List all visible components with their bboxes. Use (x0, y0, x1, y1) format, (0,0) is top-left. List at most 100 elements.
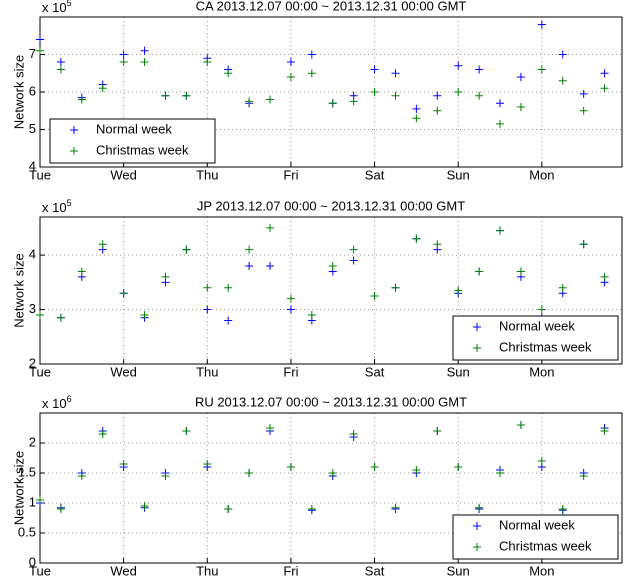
legend-label: Normal week (499, 517, 575, 532)
data-point (600, 69, 609, 78)
data-point (600, 272, 609, 281)
x-tick-label: Thu (196, 167, 218, 182)
data-point (516, 73, 525, 81)
x-tick-label: Mon (529, 563, 554, 578)
data-point (286, 294, 295, 303)
data-point (370, 65, 379, 74)
chart-title: CA 2013.12.07 00:00 ~ 2013.12.31 00:00 G… (196, 0, 467, 13)
panel: CA 2013.12.07 00:00 ~ 2013.12.31 00:00 G… (11, 0, 623, 182)
x-tick-label: Tue (29, 364, 51, 379)
x-tick-label: Sun (447, 167, 470, 182)
data-point (537, 305, 546, 314)
data-point (349, 256, 358, 265)
plot-frame (39, 216, 623, 365)
data-point (579, 240, 588, 249)
data-point (349, 430, 358, 438)
data-point (77, 267, 86, 276)
data-point (56, 58, 65, 66)
y-tick-label: 5 (29, 121, 36, 136)
chart-title: JP 2013.12.07 00:00 ~ 2013.12.31 00:00 G… (197, 198, 465, 213)
y-axis-label: Network size (11, 55, 26, 129)
data-point (328, 469, 337, 477)
y-multiplier: x 106 (42, 394, 72, 411)
data-point (286, 73, 295, 81)
data-point (203, 58, 212, 66)
data-point (496, 469, 505, 477)
data-point (286, 58, 295, 66)
data-point (433, 240, 442, 249)
data-point (370, 88, 379, 96)
data-point (266, 262, 275, 270)
data-point (307, 50, 316, 59)
data-point (454, 286, 463, 295)
y-axis-label: Network size (11, 253, 26, 327)
data-point (203, 283, 212, 292)
data-point (286, 305, 295, 314)
data-point (370, 291, 379, 300)
data-point (36, 46, 44, 55)
data-point (349, 97, 358, 106)
x-tick-label: Sat (365, 563, 385, 578)
y-tick-label: 0 (29, 554, 36, 569)
legend-label: Christmas week (96, 142, 189, 157)
legend-box (49, 118, 216, 164)
x-tick-label: Fri (283, 167, 298, 182)
panel: JP 2013.12.07 00:00 ~ 2013.12.31 00:00 G… (11, 198, 623, 379)
x-tick-label: Fri (283, 563, 298, 578)
data-point (516, 103, 525, 111)
data-point (475, 91, 484, 100)
x-tick-label: Tue (29, 563, 51, 578)
multiplier-base: x 10 (42, 200, 67, 215)
data-point (558, 50, 567, 59)
data-point (391, 283, 400, 292)
data-point (56, 505, 65, 513)
multiplier-exponent: 5 (67, 198, 72, 208)
y-tick-label: 3 (29, 301, 36, 316)
data-point (245, 469, 254, 477)
multiplier-exponent: 5 (67, 0, 72, 8)
x-tick-label: Mon (529, 167, 554, 182)
data-point (161, 272, 170, 281)
legend-label: Normal week (499, 318, 575, 333)
data-point (496, 99, 505, 108)
legend-marker (473, 543, 481, 551)
data-point (558, 76, 567, 85)
data-point (245, 97, 254, 106)
data-point (56, 313, 65, 322)
y-tick-label: 4 (29, 247, 36, 262)
data-point (600, 84, 609, 93)
data-point (266, 223, 275, 232)
legend-marker (70, 147, 78, 155)
y-tick-label: 7 (29, 46, 36, 61)
x-tick-label: Mon (529, 364, 554, 379)
y-tick-label: 2 (29, 434, 36, 449)
data-point (224, 69, 233, 78)
data-point (140, 46, 149, 55)
data-point (98, 84, 107, 93)
data-point (391, 91, 400, 100)
x-tick-label: Wed (110, 563, 137, 578)
data-point (56, 65, 65, 74)
data-point (36, 35, 44, 44)
data-point (36, 496, 44, 504)
data-point (224, 316, 233, 325)
data-point (77, 472, 86, 480)
legend-marker (473, 344, 481, 352)
y-tick-label: 1 (29, 494, 36, 509)
multiplier-base: x 10 (42, 0, 67, 15)
data-point (579, 472, 588, 480)
legend-marker (473, 522, 481, 530)
data-point (433, 427, 442, 435)
legend-label: Normal week (96, 121, 172, 136)
x-tick-label: Sat (365, 364, 385, 379)
data-point (266, 424, 275, 432)
data-point (245, 245, 254, 254)
legend-box (452, 514, 619, 560)
data-point (119, 460, 128, 468)
data-point (140, 311, 149, 319)
x-tick-label: Thu (196, 563, 218, 578)
data-point (558, 283, 567, 292)
data-point (579, 106, 588, 115)
legend-box (452, 315, 619, 361)
